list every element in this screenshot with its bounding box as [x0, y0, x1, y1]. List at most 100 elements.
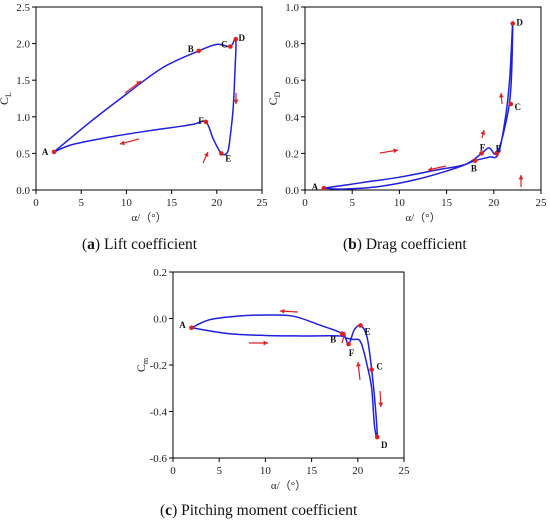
- point-label-F: F: [198, 116, 204, 126]
- arrow-head: [378, 402, 384, 407]
- arrow-head: [499, 93, 504, 98]
- x-tick-label: 0: [33, 197, 39, 209]
- point-label-E: E: [365, 326, 371, 336]
- x-tick-label: 10: [260, 465, 272, 477]
- point-label-F: F: [480, 142, 486, 152]
- x-tick-label: 25: [257, 197, 269, 209]
- x-tick-label: 15: [166, 197, 178, 209]
- arrow-head: [518, 175, 524, 180]
- arrow-head: [263, 340, 268, 346]
- hysteresis-curve: [323, 22, 514, 190]
- y-tick-label: -0.6: [150, 453, 168, 465]
- arrow-head: [136, 81, 141, 86]
- point-A: [321, 185, 327, 191]
- x-tick-label: 15: [441, 197, 453, 209]
- caption-a: (a) Lift coefficient: [82, 236, 198, 253]
- point-E: [219, 151, 224, 156]
- point-C: [369, 367, 374, 372]
- caption-c: (c) Pitching moment coefficient: [160, 502, 358, 519]
- y-tick-label: -0.2: [150, 360, 167, 372]
- arrow-head: [480, 130, 486, 135]
- point-A: [51, 149, 57, 155]
- point-label-F: F: [349, 348, 355, 358]
- x-tick-label: 5: [78, 197, 84, 209]
- y-tick-label: 0.5: [16, 148, 30, 160]
- point-A: [189, 325, 194, 331]
- point-B: [196, 48, 202, 54]
- x-tick-label: 10: [121, 197, 133, 209]
- caption-a-letter: a: [87, 236, 95, 253]
- point-C: [508, 101, 514, 107]
- x-tick-label: 20: [352, 465, 364, 477]
- point-label-C: C: [221, 40, 228, 50]
- y-tick-label: 1.0: [16, 112, 30, 124]
- arrow-head: [233, 99, 239, 104]
- caption-b-letter: b: [348, 236, 357, 253]
- arrow-head: [428, 166, 433, 172]
- hysteresis-curve: [53, 37, 237, 156]
- point-label-A: A: [312, 182, 319, 192]
- y-tick-label: 2.0: [16, 39, 30, 51]
- y-axis-label: CL: [0, 92, 13, 105]
- plot-frame: [35, 6, 263, 191]
- y-tick-label: 0.8: [285, 39, 299, 51]
- caption-a-text: Lift coefficient: [103, 236, 198, 253]
- point-label-C: C: [376, 362, 383, 372]
- y-tick-label: 0.2: [153, 267, 167, 279]
- y-tick-label: 0.0: [153, 314, 167, 326]
- point-label-E: E: [496, 143, 502, 153]
- x-tick-label: 0: [302, 197, 308, 209]
- chart-drag: 0 5 10 15 20 250.00.20.40.60.81.0α/（°）CDABCDE…: [266, 2, 547, 224]
- arrow-head: [280, 308, 285, 314]
- caption-b: (b) Drag coefficient: [343, 236, 467, 253]
- caption-c-letter: c: [165, 502, 173, 519]
- point-F: [346, 341, 351, 347]
- point-label-B: B: [188, 44, 194, 54]
- point-label-A: A: [179, 320, 186, 330]
- caption-c-text: Pitching moment coefficient: [181, 502, 358, 519]
- point-label-D: D: [239, 33, 246, 43]
- chart-moment: 0 5 10 15 20 25 -0.6 -0.4 -0.2 0.0 0.2 α/（°） Cm A B C D E…: [134, 267, 410, 492]
- arrow-head: [120, 140, 125, 146]
- y-tick-label: 2.5: [16, 2, 30, 14]
- point-label-C: C: [515, 102, 522, 112]
- y-tick-label: -0.4: [150, 407, 168, 419]
- point-B: [339, 331, 345, 336]
- point-label-D: D: [516, 17, 523, 27]
- x-tick-label: 25: [399, 465, 411, 477]
- arrow-head: [204, 152, 209, 157]
- point-F: [479, 151, 484, 156]
- point-D: [510, 21, 515, 26]
- arrow-head: [356, 362, 361, 367]
- hysteresis-curve: [191, 314, 378, 439]
- y-tick-label: 1.5: [16, 75, 30, 87]
- x-tick-label: 5: [216, 465, 222, 477]
- point-D: [233, 36, 239, 42]
- y-tick-label: 0.0: [16, 185, 30, 197]
- x-axis-label: α/（°）: [405, 211, 440, 224]
- caption-b-text: Drag coefficient: [365, 236, 467, 253]
- point-label-D: D: [381, 440, 388, 450]
- point-B: [472, 158, 478, 164]
- plot-frame: [172, 271, 405, 459]
- y-axis-label: CD: [266, 91, 282, 105]
- point-label-A: A: [42, 147, 49, 157]
- y-tick-label: 0.0: [285, 185, 299, 197]
- x-tick-label: 20: [488, 197, 500, 209]
- point-E: [358, 323, 363, 328]
- point-F: [203, 119, 209, 125]
- x-tick-label: 10: [394, 197, 406, 209]
- x-tick-label: 5: [349, 197, 355, 209]
- point-label-E: E: [225, 153, 231, 163]
- y-tick-label: 0.6: [285, 75, 299, 87]
- y-tick-label: 0.4: [285, 112, 299, 124]
- x-tick-label: 0: [170, 465, 176, 477]
- x-axis-label: α/（°）: [131, 211, 166, 224]
- point-D: [374, 434, 380, 440]
- x-tick-label: 25: [536, 197, 548, 209]
- plot-frame: [304, 6, 542, 191]
- y-tick-label: 0.2: [285, 148, 299, 160]
- x-axis-label: α/（°）: [271, 479, 306, 492]
- arrow-head: [393, 148, 398, 154]
